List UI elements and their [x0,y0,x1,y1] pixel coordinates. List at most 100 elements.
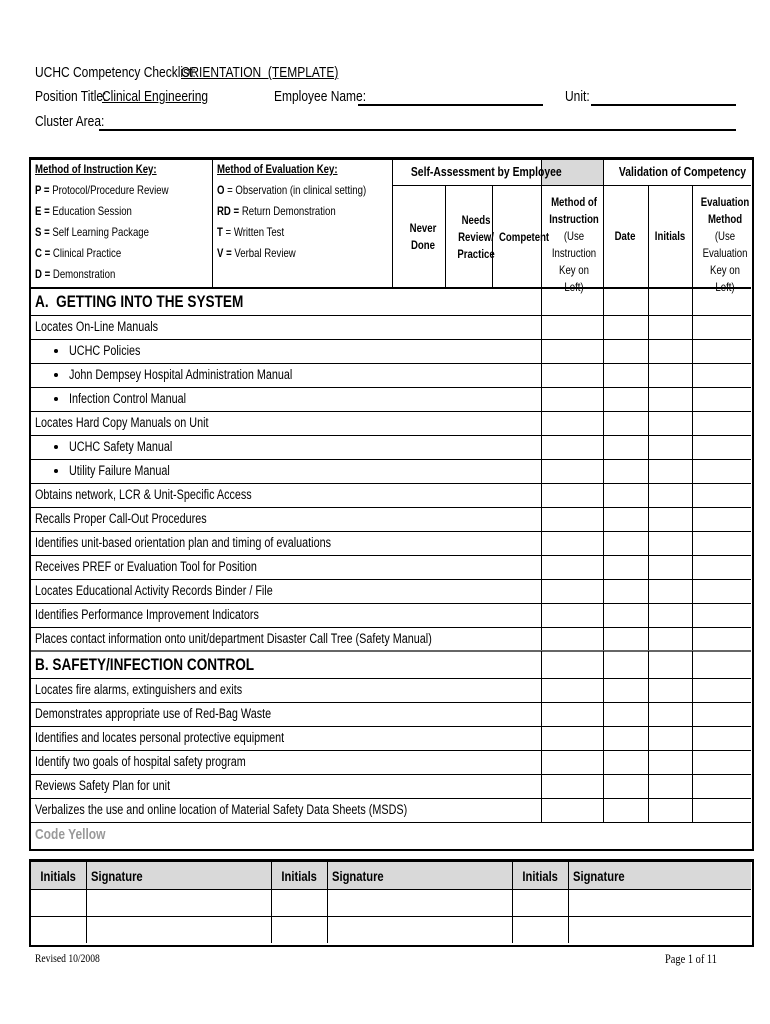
self-col-text: Never Done [409,221,437,252]
key-code: D = [35,267,51,281]
rule [691,678,693,702]
rule [647,651,649,678]
rule [540,750,542,774]
rule [540,315,542,339]
rule [30,677,751,679]
key-item: RD = Return Demonstration [217,204,336,218]
rule [358,104,543,106]
rule [30,626,751,628]
rule [691,185,693,288]
rule [691,750,693,774]
rule [602,555,604,579]
initials-header-line: Initials [654,229,686,243]
rule [30,286,751,290]
rule [30,749,751,751]
key-text: Self Learning Package [52,225,149,239]
item-text: Locates On-Line Manuals [35,319,159,334]
rule [30,701,751,703]
rule [602,387,604,411]
rule [540,702,542,726]
rule [647,363,649,387]
rule [540,774,542,798]
bullet [54,469,58,473]
rule [30,410,751,412]
key-code: O [217,183,225,197]
key-item: T = Written Test [217,225,284,239]
title-label: UCHC Competency Checklist: [35,64,196,81]
rule [540,483,542,507]
key-code: S = [35,225,50,239]
date-header-line: Date [615,229,636,243]
subheading: Code Yellow [35,826,106,843]
rule [602,798,604,822]
rule [540,411,542,435]
rule [691,579,693,603]
rule [647,555,649,579]
rule [691,507,693,531]
footer-revised: Revised 10/2008 [35,951,100,965]
rule [647,435,649,459]
rule [30,797,751,799]
rule [691,651,693,678]
key-text: = Observation (in clinical setting) [227,183,367,197]
position-value: Clinical Engineering [102,88,209,105]
rule [540,579,542,603]
rule [30,434,751,436]
sig-header: Initials [271,868,327,884]
key-title: Method of Evaluation Key: [217,162,338,176]
rule [540,531,542,555]
item-text: Locates Hard Copy Manuals on Unit [35,415,209,430]
section-title: B. SAFETY/INFECTION CONTROL [35,655,255,674]
rule [540,387,542,411]
rule [647,750,649,774]
item-text: Identifies unit-based orientation plan a… [35,535,331,550]
key-code: C = [35,246,51,260]
self-assessment-title: Self-Assessment by Employee [392,164,562,179]
self-assessment-title-line: Self-Assessment by Employee [410,164,562,179]
key-item: D = Demonstration [35,267,115,281]
rule [30,821,751,823]
rule [602,531,604,555]
item-text: Obtains network, LCR & Unit-Specific Acc… [35,487,252,502]
rule [30,338,751,340]
rule [602,459,604,483]
key-title: Method of Instruction Key: [35,162,157,176]
rule [647,288,649,315]
rule [540,363,542,387]
item-text: Utility Failure Manual [69,463,170,478]
rule [30,386,751,388]
rule [540,678,542,702]
rule [540,798,542,822]
rule [691,726,693,750]
rule [326,860,328,943]
rule [540,339,542,363]
rule [691,363,693,387]
rule [211,158,213,288]
rule [691,555,693,579]
rule [602,339,604,363]
col-note: (Use Evaluation Key on Left) [702,229,748,294]
sig-header: Initials [30,868,86,884]
rule [602,579,604,603]
rule [392,184,751,186]
rule [540,435,542,459]
validation-title: Validation of Competency [603,164,751,179]
rule [691,483,693,507]
rule [602,774,604,798]
rule [647,798,649,822]
rule [691,774,693,798]
rule [602,411,604,435]
rule [647,531,649,555]
rule [30,649,751,653]
rule [540,603,542,627]
footer-page: Page 1 of 11 [665,951,717,966]
validation-title-line: Validation of Competency [618,164,747,179]
rule [30,915,751,917]
key-item: V = Verbal Review [217,246,296,260]
date-header: Date [603,229,648,243]
rule [691,387,693,411]
rule [691,315,693,339]
rule [540,288,542,315]
rule [567,860,569,943]
